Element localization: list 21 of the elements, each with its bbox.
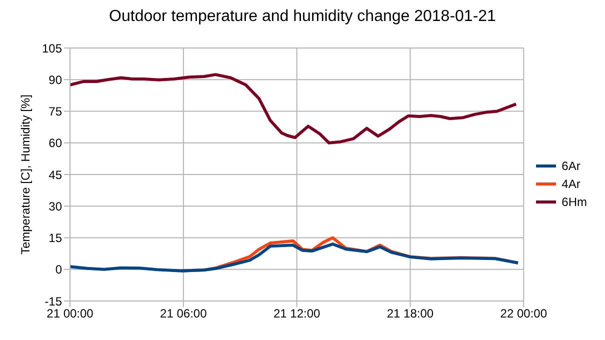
y-tick-label: 75 [48, 104, 62, 119]
y-tick-label: -15 [44, 294, 62, 308]
chart-title: Outdoor temperature and humidity change 2018-01-21 [108, 8, 497, 27]
y-tick-label: 45 [48, 168, 62, 182]
x-tick-label: 21 12:00 [273, 306, 321, 321]
y-tick-label: 15 [48, 231, 62, 246]
legend-label: 4Ar [562, 177, 580, 191]
line-series [70, 73, 518, 144]
y-tick-label: 60 [48, 136, 62, 150]
legend-label: 6Hm [562, 195, 587, 209]
y-tick-label: 90 [48, 72, 62, 87]
y-tick-label: 105 [42, 41, 62, 56]
x-tick-label: 22 00:00 [500, 306, 548, 321]
x-tick-label: 21 06:00 [160, 306, 208, 321]
x-tick-label: 21 00:00 [46, 306, 94, 321]
y-tick-label: 0 [55, 262, 62, 277]
y-tick-label: 30 [48, 199, 62, 214]
x-tick-label: 21 18:00 [386, 306, 434, 321]
legend-label: 6Ar [562, 159, 580, 173]
line-series [70, 242, 520, 272]
y-axis-title: Temperature [C], Humidity [%] [18, 94, 32, 255]
